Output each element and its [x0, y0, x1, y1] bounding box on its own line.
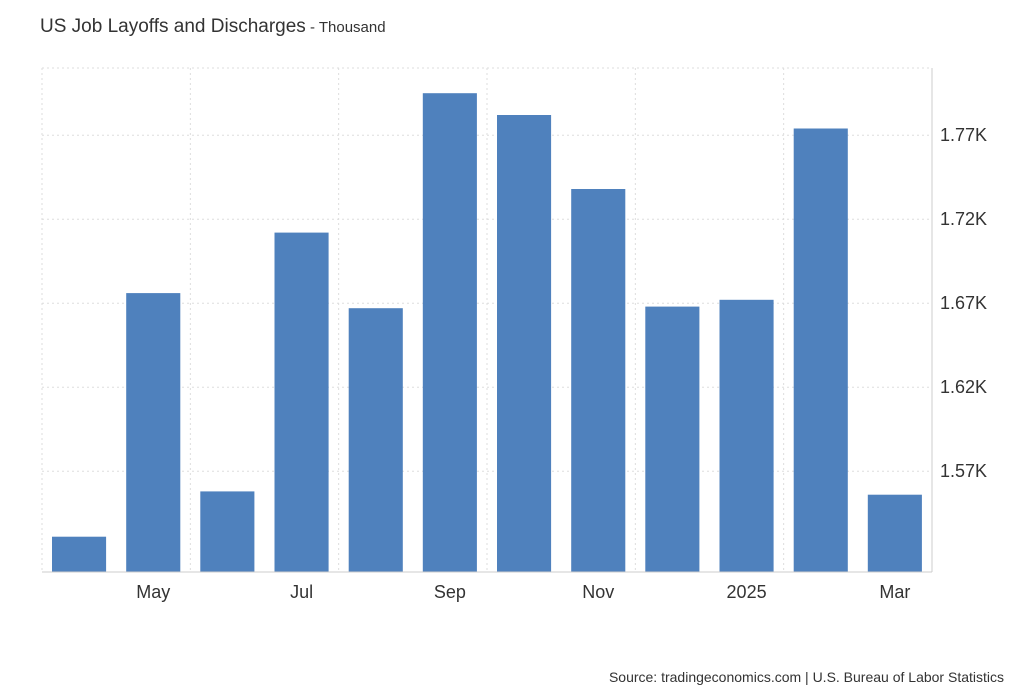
bar-2024-05: [126, 293, 181, 572]
grid-lines: [41, 67, 932, 572]
chart-subtitle: - Thousand: [305, 19, 386, 36]
bar-2024-11: [571, 189, 626, 572]
bar-2024-10: [497, 115, 552, 572]
x-tick-label: Jul: [290, 582, 313, 602]
bars: [52, 93, 922, 572]
x-tick-label: Nov: [582, 582, 614, 602]
axes: [42, 68, 933, 573]
bar-chart: 1.57K 1.62K 1.67K 1.72K 1.77K May Jul Sep Nov 202…: [41, 67, 987, 602]
chart-title-text: US Job Layoffs and Discharges: [40, 16, 306, 37]
x-tick-label: Sep: [434, 582, 466, 602]
source-note: Source: tradingeconomics.com | U.S. Bure…: [608, 669, 1004, 685]
bar-2025-02: [793, 128, 848, 572]
bar-2024-04: [52, 536, 107, 572]
y-tick-label: 1.77K: [940, 125, 987, 145]
y-tick-label: 1.67K: [940, 293, 987, 313]
bar-2024-07: [274, 232, 329, 572]
y-tick-label: 1.57K: [940, 461, 987, 481]
tick-labels: 1.57K 1.62K 1.67K 1.72K 1.77K May Jul Sep Nov 202…: [136, 125, 987, 602]
bar-2024-06: [200, 491, 255, 572]
x-tick-label: May: [136, 582, 170, 602]
bar-2024-12: [645, 306, 700, 572]
chart-title: US Job Layoffs and Discharges - Thousand: [40, 16, 386, 38]
y-tick-label: 1.72K: [940, 209, 987, 229]
bar-2024-08: [348, 308, 403, 572]
bar-2024-09: [422, 93, 477, 572]
bar-2025-01: [719, 299, 774, 572]
x-tick-label: 2025: [727, 582, 767, 602]
bar-2025-03: [867, 494, 922, 572]
y-tick-label: 1.62K: [940, 377, 987, 397]
x-tick-label: Mar: [879, 582, 910, 602]
